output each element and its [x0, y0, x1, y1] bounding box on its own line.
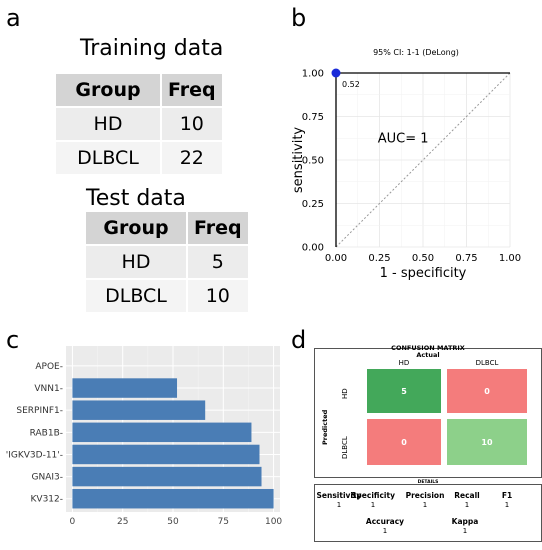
bar-category-label: GNAI3- [32, 473, 64, 483]
roc-xticks: 0.00 0.25 0.50 0.75 1.00 [325, 253, 521, 264]
metric-label: Sensitivity [316, 491, 362, 500]
roc-point-label: 0.52 [342, 80, 360, 89]
metric-value: 1 [464, 501, 470, 509]
predicted-label: Predicted [321, 409, 329, 445]
roc-title: 95% CI: 1-1 (DeLong) [373, 48, 459, 57]
roc-ytick-label: 0.75 [302, 112, 324, 123]
bar-xtick-label: 0 [70, 517, 76, 527]
metric-value: 1 [462, 527, 468, 535]
roc-yticks: 0.00 0.25 0.50 0.75 1.00 [302, 69, 324, 254]
bar-xtick-label: 50 [167, 517, 179, 527]
test-cell: DLBCL [86, 280, 186, 312]
bar-xtick-label: 25 [117, 517, 128, 527]
bar [72, 444, 260, 465]
bar [72, 488, 274, 509]
training-cell: HD [56, 108, 160, 140]
details-box: DETAILS Sensitivity 1 Specificity 1 Prec… [314, 480, 542, 542]
confusion-cell-dlbcl-hd: 0 [367, 419, 441, 465]
row-label-dlbcl: DLBCL [341, 436, 349, 459]
training-title: Training data [80, 36, 224, 61]
actual-label: Actual [416, 351, 440, 359]
training-cell: 22 [162, 142, 222, 174]
bar-chart-xticks: 0 25 50 75 100 [70, 517, 283, 527]
training-header-freq: Freq [162, 74, 222, 106]
roc-chart: 95% CI: 1-1 (DeLong) 0.00 0.25 0.50 0.75 1.0… [291, 48, 521, 281]
training-cell: DLBCL [56, 142, 160, 174]
bar-category-label: VNN1- [34, 384, 63, 394]
bar-xtick-label: 75 [218, 517, 229, 527]
details-title: DETAILS [417, 480, 439, 485]
bar-xtick-label: 100 [265, 517, 282, 527]
metric-label: Kappa [451, 517, 479, 526]
bar [72, 378, 178, 398]
panel-letter-a: a [6, 4, 21, 32]
roc-xtick-label: 0.25 [368, 253, 390, 264]
roc-xtick-label: 0.00 [325, 253, 347, 264]
bar [72, 422, 252, 443]
test-cell: HD [86, 246, 186, 278]
panel-letter-b: b [291, 4, 307, 32]
metric-value: 1 [370, 501, 376, 509]
confusion-matrix-box: CONFUSION MATRIX Actual HD DLBCL Predict… [314, 344, 542, 478]
metric-label: Accuracy [365, 517, 405, 526]
col-label-hd: HD [398, 359, 410, 367]
confusion-cell-dlbcl-dlbcl: 10 [447, 419, 527, 465]
test-title: Test data [86, 186, 186, 211]
roc-xtick-label: 0.75 [455, 253, 477, 264]
roc-ytick-label: 0.25 [302, 199, 324, 210]
test-header-freq: Freq [188, 212, 248, 244]
test-header-group: Group [86, 212, 186, 244]
roc-diagonal-line [335, 72, 511, 248]
roc-ylabel: sensitivity [291, 127, 306, 194]
bar-category-label: KV312- [31, 495, 63, 505]
col-label-dlbcl: DLBCL [475, 359, 499, 367]
importance-bar-chart: APOE- VNN1- SERPINF1- RAB1B- 'IGKV3D-11'- GNA… [6, 346, 283, 527]
test-cell: 5 [188, 246, 248, 278]
test-table: Group Freq HD 5 DLBCL 10 [84, 210, 250, 314]
bar [72, 466, 262, 487]
bar-category-label: SERPINF1- [16, 406, 63, 416]
confusion-cell-hd-hd: 5 [367, 369, 441, 413]
bar-category-label: 'IGKV3D-11'- [6, 450, 63, 460]
bar-chart-category-labels: APOE- VNN1- SERPINF1- RAB1B- 'IGKV3D-11'- GNA… [6, 362, 63, 505]
metric-label: Specificity [351, 491, 395, 500]
confusion-cell-hd-dlbcl: 0 [447, 369, 527, 413]
training-table: Group Freq HD 10 DLBCL 22 [54, 72, 224, 176]
roc-auc-annotation: AUC= 1 [378, 132, 429, 147]
confusion-title: CONFUSION MATRIX [391, 344, 465, 352]
row-label-hd: HD [341, 388, 349, 399]
metric-value: 1 [422, 501, 428, 509]
roc-xtick-label: 1.00 [499, 253, 521, 264]
metric-label: Precision [405, 491, 445, 500]
training-cell: 10 [162, 108, 222, 140]
panel-letter-c: c [6, 326, 20, 354]
roc-ytick-label: 1.00 [302, 69, 324, 80]
bar-category-label: RAB1B- [30, 428, 63, 438]
metric-value: 1 [504, 501, 510, 509]
metric-value: 1 [382, 527, 388, 535]
bar [72, 400, 206, 420]
metric-label: F1 [501, 491, 513, 500]
metric-value: 1 [336, 501, 342, 509]
metric-label: Recall [454, 491, 480, 500]
roc-ytick-label: 0.00 [302, 243, 324, 254]
roc-grid [335, 72, 511, 248]
test-cell: 10 [188, 280, 248, 312]
roc-ytick-label: 0.50 [302, 156, 324, 167]
roc-threshold-point [331, 68, 341, 78]
bar-category-label: APOE- [35, 362, 63, 372]
bar-chart-bars [72, 378, 274, 509]
roc-xlabel: 1 - specificity [380, 266, 467, 281]
panel-letter-d: d [291, 326, 307, 354]
roc-xtick-label: 0.50 [412, 253, 434, 264]
training-header-group: Group [56, 74, 160, 106]
